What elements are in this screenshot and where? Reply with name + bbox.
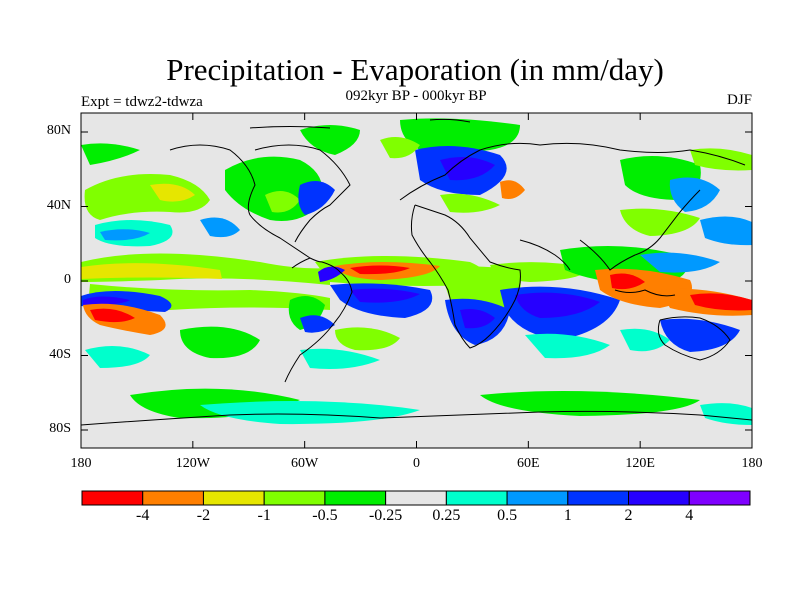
field-patch [81, 263, 222, 279]
experiment-label: Expt = tdwz2-tdwza [81, 94, 203, 110]
field-patch [350, 288, 420, 303]
colorbar-swatch [445, 490, 508, 506]
field-patch [225, 156, 323, 221]
plot-title: Precipitation - Evaporation (in mm/day) [166, 52, 664, 87]
colorbar-label: -0.5 [312, 507, 338, 524]
field-patch [690, 293, 752, 311]
axis-ticks [80, 113, 753, 448]
colorbar-label: 0.25 [432, 507, 461, 524]
colorbar-swatch [202, 490, 265, 506]
field-patch [620, 208, 700, 236]
coastlines [81, 118, 752, 426]
colorbar [81, 490, 751, 506]
field-patch [335, 327, 400, 351]
x-tick-label: 60W [291, 456, 319, 471]
season-label: DJF [726, 92, 752, 108]
field-patch [525, 333, 610, 359]
colorbar-label: 4 [685, 507, 694, 524]
colorbar-swatch [324, 490, 387, 506]
field-patch [380, 136, 420, 159]
y-tick-label: 0 [64, 272, 71, 287]
field-patch [700, 216, 752, 246]
field-patch [300, 315, 335, 333]
field-patch [640, 252, 720, 273]
x-tick-label: 120W [175, 456, 210, 471]
map-field [81, 113, 752, 448]
field-patch [350, 265, 410, 275]
colorbar-swatch [385, 490, 447, 506]
y-tick-label: 80N [46, 123, 71, 138]
field-patch [515, 292, 600, 318]
field-patch [440, 156, 495, 181]
field-patch [90, 308, 135, 323]
x-tick-label: 180 [70, 456, 92, 471]
field-patch [700, 403, 752, 425]
colorbar-swatch [142, 490, 204, 506]
field-patch [85, 346, 150, 368]
field-patch [300, 125, 360, 155]
colorbar-swatch [506, 490, 569, 506]
field-patch [84, 174, 210, 220]
field-patch [610, 273, 645, 290]
field-patch [200, 401, 420, 425]
colorbar-label: 1 [563, 507, 572, 524]
field-patch [400, 118, 520, 153]
field-patch [500, 180, 525, 199]
field-patch [81, 143, 140, 165]
y-tick-label: 80S [49, 421, 71, 436]
field-patch [180, 326, 260, 359]
colorbar-label: -2 [196, 507, 211, 524]
x-tick-label: 60E [517, 456, 540, 471]
field-patch [460, 309, 495, 329]
field-patch [480, 391, 700, 416]
field-patch [100, 229, 150, 241]
colorbar-label: -1 [257, 507, 271, 524]
field-patch [440, 193, 500, 213]
colorbar-label: -4 [136, 507, 150, 524]
colorbar-swatch [263, 490, 326, 506]
colorbar-label: 2 [624, 507, 633, 524]
field-patch [300, 348, 380, 369]
field-patch [690, 148, 752, 171]
colorbar-swatch [688, 490, 751, 506]
x-tick-label: 0 [413, 456, 420, 471]
colorbar-label: -0.25 [368, 507, 403, 524]
y-tick-label: 40S [49, 346, 71, 362]
x-tick-label: 180 [741, 456, 763, 471]
x-tick-label: 120E [625, 456, 655, 471]
colorbar-swatch [567, 490, 630, 506]
field-patch [200, 217, 240, 238]
colorbar-swatch [628, 490, 690, 506]
field-patch [150, 183, 195, 202]
field-patch [265, 191, 300, 213]
field-patch [298, 181, 335, 215]
field-patch [660, 318, 740, 352]
field-patch [83, 296, 130, 306]
colorbar-label: 0.5 [497, 507, 518, 524]
colorbar-swatch [81, 490, 144, 506]
field-patch [620, 328, 670, 352]
plot-subtitle: 092kyr BP - 000kyr BP [345, 88, 487, 104]
y-tick-label: 40N [46, 197, 71, 213]
